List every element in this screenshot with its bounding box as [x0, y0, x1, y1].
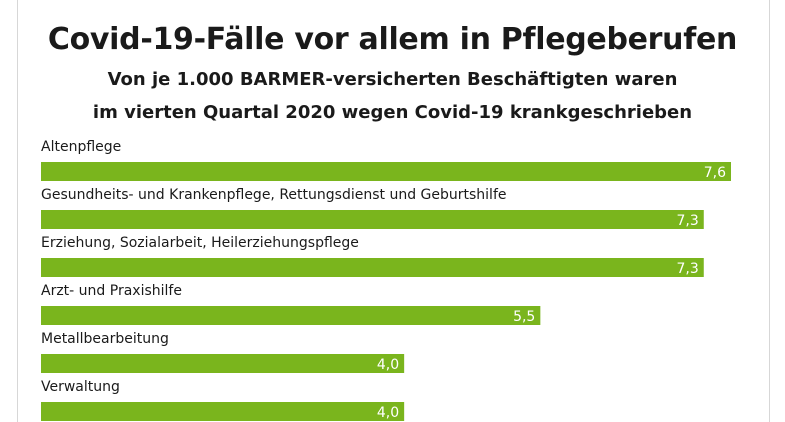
value-label: 7,6 [704, 165, 726, 181]
chart-subtitle-line-2: im vierten Quartal 2020 wegen Covid-19 k… [92, 102, 693, 123]
category-label: Erziehung, Sozialarbeit, Heilerziehungsp… [41, 235, 359, 251]
value-label: 7,3 [676, 261, 698, 277]
bar [41, 258, 704, 277]
category-label: Metallbearbeitung [41, 331, 169, 347]
chart-title: Covid-19-Fälle vor allem in Pflegeberufe… [47, 22, 738, 57]
category-label: Arzt- und Praxishilfe [41, 283, 182, 299]
bar [41, 306, 541, 325]
value-label: 5,5 [513, 309, 535, 325]
chart-subtitle-line-1: Von je 1.000 BARMER-versicherten Beschäf… [107, 69, 678, 90]
category-label: Gesundheits- und Krankenpflege, Rettungs… [41, 187, 507, 203]
bar [41, 210, 704, 229]
chart-frame [17, 0, 770, 422]
value-label: 4,0 [377, 405, 399, 421]
bar [41, 354, 405, 373]
category-label: Verwaltung [41, 379, 120, 395]
value-label: 4,0 [377, 357, 399, 373]
bar [41, 162, 731, 181]
category-label: Altenpflege [41, 139, 121, 155]
value-label: 7,3 [676, 213, 698, 229]
bar [41, 402, 405, 421]
